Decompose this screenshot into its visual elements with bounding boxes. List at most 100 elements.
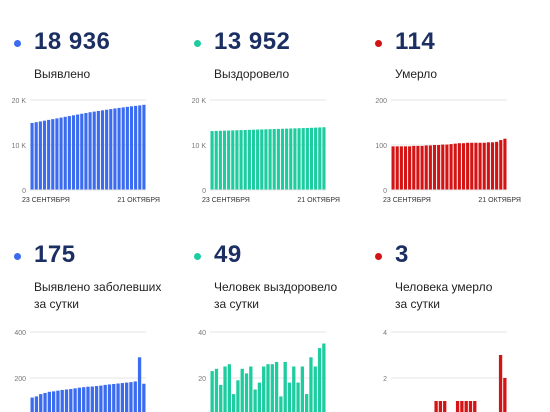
bar	[231, 130, 235, 191]
bar	[240, 368, 244, 412]
bar	[498, 355, 503, 412]
bar	[438, 401, 443, 412]
y-tick-label: 4	[383, 330, 387, 337]
bar	[296, 382, 300, 412]
bar	[125, 106, 129, 190]
bar	[59, 117, 63, 190]
bar	[283, 361, 287, 412]
bar	[478, 142, 482, 190]
bar	[276, 128, 280, 190]
bar	[134, 105, 138, 190]
bar	[460, 401, 464, 412]
bar	[219, 384, 223, 412]
y-tick-label: 20	[198, 376, 206, 383]
bar	[313, 366, 317, 412]
bar	[47, 391, 51, 412]
bar	[227, 130, 231, 190]
bar	[69, 389, 73, 412]
bar	[455, 401, 460, 412]
bar	[473, 401, 477, 412]
stat-label: Выявлено заболевших за сутки	[34, 280, 162, 311]
bar	[42, 120, 47, 190]
bar	[466, 142, 470, 190]
chart-recovered-total: 0 10 K 20 K 23 СЕНТЯБРЯ 21 ОКТЯБРЯ	[192, 98, 340, 204]
bar	[56, 390, 60, 412]
chart-deaths-daily: 24	[383, 330, 507, 412]
bar	[441, 144, 445, 190]
bar	[289, 128, 293, 190]
bar	[94, 386, 99, 412]
stat-label: Выздоровело	[214, 67, 290, 81]
bar	[314, 127, 318, 190]
bar	[231, 394, 236, 412]
bar	[437, 145, 441, 190]
bar	[503, 378, 507, 412]
bar	[490, 142, 495, 190]
bar	[251, 129, 256, 190]
bar	[256, 129, 260, 190]
bar	[253, 389, 257, 412]
red-dot-icon	[375, 253, 382, 260]
bar	[322, 343, 326, 412]
bar	[445, 144, 449, 190]
bar	[287, 382, 292, 412]
bar	[214, 368, 219, 412]
bar	[105, 109, 109, 190]
bar	[470, 142, 474, 190]
y-tick-label: 40	[198, 330, 206, 337]
bar	[30, 397, 34, 412]
bar	[137, 357, 142, 412]
bar	[47, 119, 51, 190]
bar	[434, 401, 438, 412]
bar	[305, 394, 309, 412]
x-tick-label: 23 СЕНТЯБРЯ	[383, 197, 431, 204]
stat-label: Человека умерло за сутки	[395, 280, 493, 311]
bar	[292, 366, 296, 412]
bar	[210, 371, 214, 412]
stat-value: 175	[34, 241, 76, 268]
bar	[395, 146, 399, 190]
bar	[88, 112, 92, 190]
bar	[301, 128, 305, 190]
bar	[449, 144, 453, 190]
bar	[495, 141, 499, 190]
y-tick-label: 0	[202, 188, 206, 195]
bar	[34, 396, 39, 412]
bar	[432, 145, 437, 190]
x-tick-label: 21 ОКТЯБРЯ	[117, 197, 160, 204]
bar	[76, 114, 80, 190]
bar	[121, 107, 125, 190]
bar	[99, 385, 103, 412]
bar	[30, 122, 34, 190]
stat-value: 3	[395, 241, 409, 268]
x-tick-label: 21 ОКТЯБРЯ	[297, 197, 340, 204]
bar	[222, 130, 227, 190]
bar	[260, 129, 264, 190]
bar	[210, 131, 214, 190]
bar	[403, 146, 408, 190]
bar	[43, 392, 47, 412]
bar	[317, 348, 322, 412]
bar	[408, 146, 412, 190]
green-dot-icon	[194, 40, 201, 47]
bar	[249, 366, 253, 412]
chart-detected-total: 0 10 K 20 K 23 СЕНТЯБРЯ 21 ОКТЯБРЯ	[12, 98, 160, 204]
stat-label: Умерло	[395, 67, 438, 81]
bar	[300, 366, 305, 412]
bar	[107, 384, 112, 412]
x-tick-label: 23 СЕНТЯБРЯ	[22, 197, 70, 204]
bar	[391, 146, 395, 190]
bar	[109, 109, 113, 190]
bar	[116, 383, 120, 412]
bar	[113, 108, 117, 190]
bar	[309, 357, 313, 412]
bar	[120, 383, 125, 412]
bar	[223, 366, 227, 412]
bar	[239, 130, 243, 190]
bar	[86, 386, 90, 412]
bar	[474, 142, 478, 190]
y-tick-label: 2	[383, 376, 387, 383]
chart-deaths-total: 0 100 200 23 СЕНТЯБРЯ 21 ОКТЯБРЯ	[375, 98, 521, 204]
bar	[243, 129, 247, 190]
stat-label: Человек выздоровело за сутки	[214, 280, 338, 311]
